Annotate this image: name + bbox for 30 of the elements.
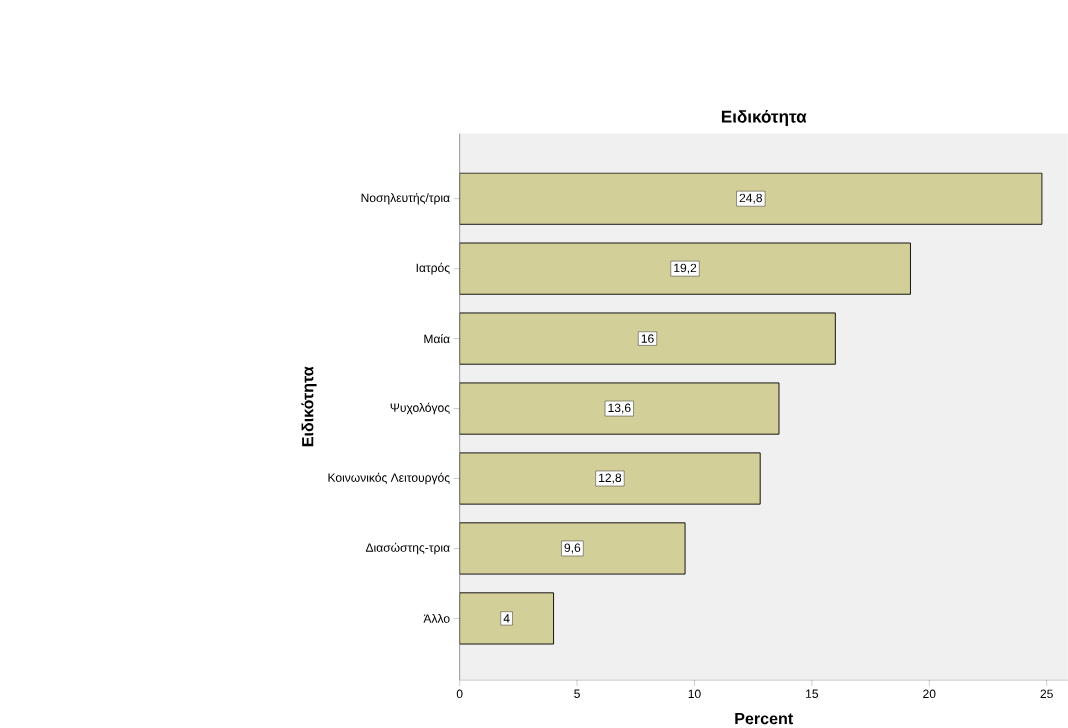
x-tick-label: 5 [574,689,580,699]
data-label: 16 [641,334,654,344]
y-tick-label: Διασώστης-τρια [365,542,450,555]
bar [459,312,836,365]
data-label: 19,2 [674,263,697,274]
y-tick-label: Άλλο [423,614,450,624]
x-axis-title: Percent [735,713,793,725]
y-tick-label: Ψυχολόγος [390,402,450,415]
bar [459,522,686,575]
y-axis-title: Ειδικότητα [301,366,317,447]
data-label: 9,6 [564,543,581,554]
y-tick-label: Ιατρός [416,263,450,275]
data-label: 24,8 [739,193,763,204]
x-tick-label: 25 [1040,689,1053,699]
x-tick-label: 15 [806,689,819,699]
y-tick-label: Μαία [424,334,450,344]
data-label: 12,8 [599,473,622,484]
bar [459,592,555,645]
bar [459,242,911,295]
data-label: 13,6 [608,403,631,414]
bar [459,452,761,505]
y-tick-label: Κοινωνικός Λειτουργός [328,472,450,485]
x-tick-label: 20 [923,689,936,699]
data-label: 4 [503,614,510,623]
bar [459,172,1043,225]
x-tick-label: 10 [688,689,701,699]
bar [459,382,780,435]
x-tick-label: 0 [456,689,463,699]
chart-title: Ειδικότητα [721,110,807,127]
y-tick-label: Νοσηλευτής/τρια [361,193,450,205]
